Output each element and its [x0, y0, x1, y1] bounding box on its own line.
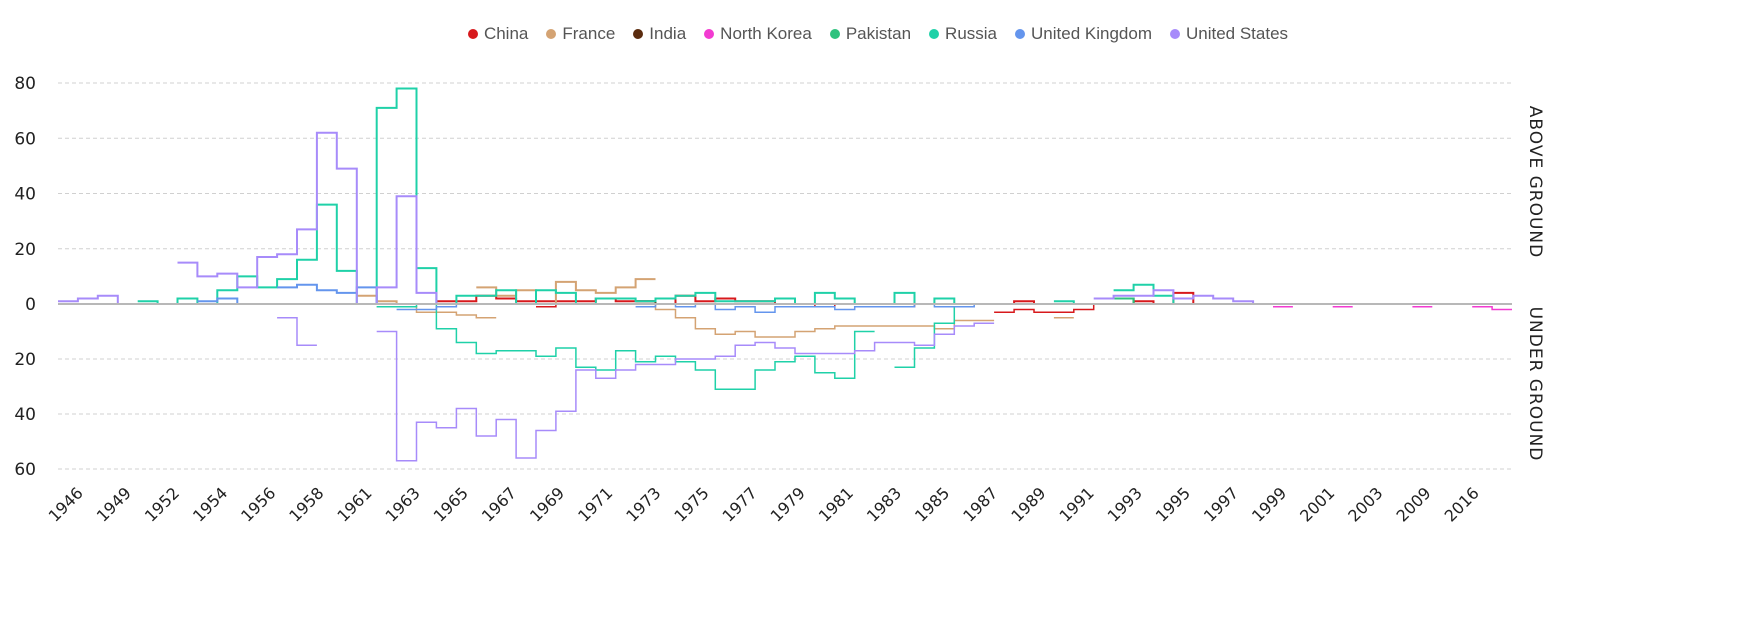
x-tick-label: 2001 — [1296, 483, 1338, 525]
legend-label: Pakistan — [845, 24, 912, 43]
x-tick-label: 1954 — [189, 483, 231, 525]
x-tick-label: 1991 — [1055, 483, 1097, 525]
legend-label: France — [562, 24, 616, 43]
series-united-kingdom-above[interactable] — [197, 283, 397, 305]
legend-label: Russia — [945, 24, 998, 43]
legend-label: United States — [1185, 24, 1289, 43]
x-tick-label: 2016 — [1441, 483, 1483, 525]
legend-item-france[interactable]: France — [546, 24, 615, 44]
legend-item-united-states[interactable]: United States — [1169, 24, 1289, 44]
legend-item-united-kingdom[interactable]: United Kingdom — [1015, 24, 1152, 44]
series-france-above[interactable] — [356, 278, 656, 305]
x-tick-label: 1946 — [45, 483, 87, 525]
x-tick-label: 2003 — [1344, 483, 1386, 525]
y-tick-label: 20 — [14, 240, 36, 260]
x-tick-label: 1965 — [430, 483, 472, 525]
gridlines — [58, 82, 1512, 470]
y-tick-label: 60 — [14, 460, 36, 480]
x-tick-label: 1999 — [1248, 483, 1290, 525]
x-tick-label: 1956 — [237, 483, 279, 525]
x-tick-label: 1997 — [1200, 483, 1242, 525]
x-axis-ticks: 1946 1949 1952 1954 1956 1958 1961 1963 1965 1967… — [45, 483, 1483, 525]
x-tick-label: 1995 — [1152, 483, 1194, 525]
legend-item-india[interactable]: India — [633, 24, 686, 44]
x-tick-label: 1952 — [141, 483, 183, 525]
y-tick-label: 60 — [14, 129, 36, 149]
x-tick-label: 1989 — [1007, 483, 1049, 525]
x-tick-label: 1969 — [526, 483, 568, 525]
x-tick-label: 1987 — [959, 483, 1001, 525]
legend-label: North Korea — [720, 24, 812, 43]
x-tick-label: 1949 — [93, 483, 135, 525]
series-united-states-below[interactable] — [277, 317, 995, 462]
above-ground-label: ABOVE GROUND — [1525, 106, 1545, 258]
x-tick-label: 1981 — [815, 483, 857, 525]
legend-item-north-korea[interactable]: North Korea — [704, 24, 812, 44]
x-tick-label: 1961 — [333, 483, 375, 525]
y-tick-label: 20 — [14, 350, 36, 370]
legend-item-china[interactable]: China — [467, 24, 529, 44]
legend-label: India — [649, 24, 687, 43]
y-tick-label: 0 — [25, 295, 36, 315]
series-russia-above[interactable] — [137, 87, 1194, 305]
under-ground-label: UNDER GROUND — [1525, 307, 1545, 462]
y-tick-label: 40 — [14, 185, 36, 205]
x-tick-label: 1979 — [767, 483, 809, 525]
legend-label: United Kingdom — [1031, 24, 1152, 43]
y-tick-label: 80 — [14, 74, 36, 94]
series-lines — [58, 87, 1512, 462]
legend-dot — [467, 29, 478, 39]
legend-dot — [704, 29, 715, 39]
x-tick-label: 1975 — [670, 483, 712, 525]
legend-label: China — [483, 24, 529, 43]
legend-item-russia[interactable]: Russia — [929, 24, 997, 44]
x-tick-label: 1971 — [574, 483, 616, 525]
series-north-korea-below[interactable] — [1273, 306, 1512, 311]
legend-dot — [929, 29, 940, 39]
x-tick-label: 1958 — [285, 483, 327, 525]
x-tick-label: 1983 — [863, 483, 905, 525]
legend-dot — [1015, 29, 1026, 39]
y-axis-ticks: 0 20 40 60 80 20 40 60 — [14, 74, 36, 480]
x-tick-label: 1993 — [1104, 483, 1146, 525]
legend-dot — [1169, 29, 1180, 39]
x-tick-label: 1973 — [622, 483, 664, 525]
x-tick-label: 2009 — [1392, 483, 1434, 525]
series-united-states-above[interactable] — [58, 131, 1273, 305]
x-tick-label: 1963 — [382, 483, 424, 525]
x-tick-label: 1985 — [911, 483, 953, 525]
x-tick-label: 1967 — [478, 483, 520, 525]
legend-dot — [829, 29, 840, 39]
y-tick-label: 40 — [14, 405, 36, 425]
series-united-kingdom-below[interactable] — [396, 303, 995, 314]
x-tick-label: 1977 — [719, 483, 761, 525]
legend: China France India North Korea Pakistan Russi… — [0, 24, 1756, 44]
legend-item-pakistan[interactable]: Pakistan — [829, 24, 912, 44]
series-china-below[interactable] — [536, 303, 1114, 314]
legend-dot — [546, 29, 557, 39]
legend-dot — [633, 29, 644, 39]
